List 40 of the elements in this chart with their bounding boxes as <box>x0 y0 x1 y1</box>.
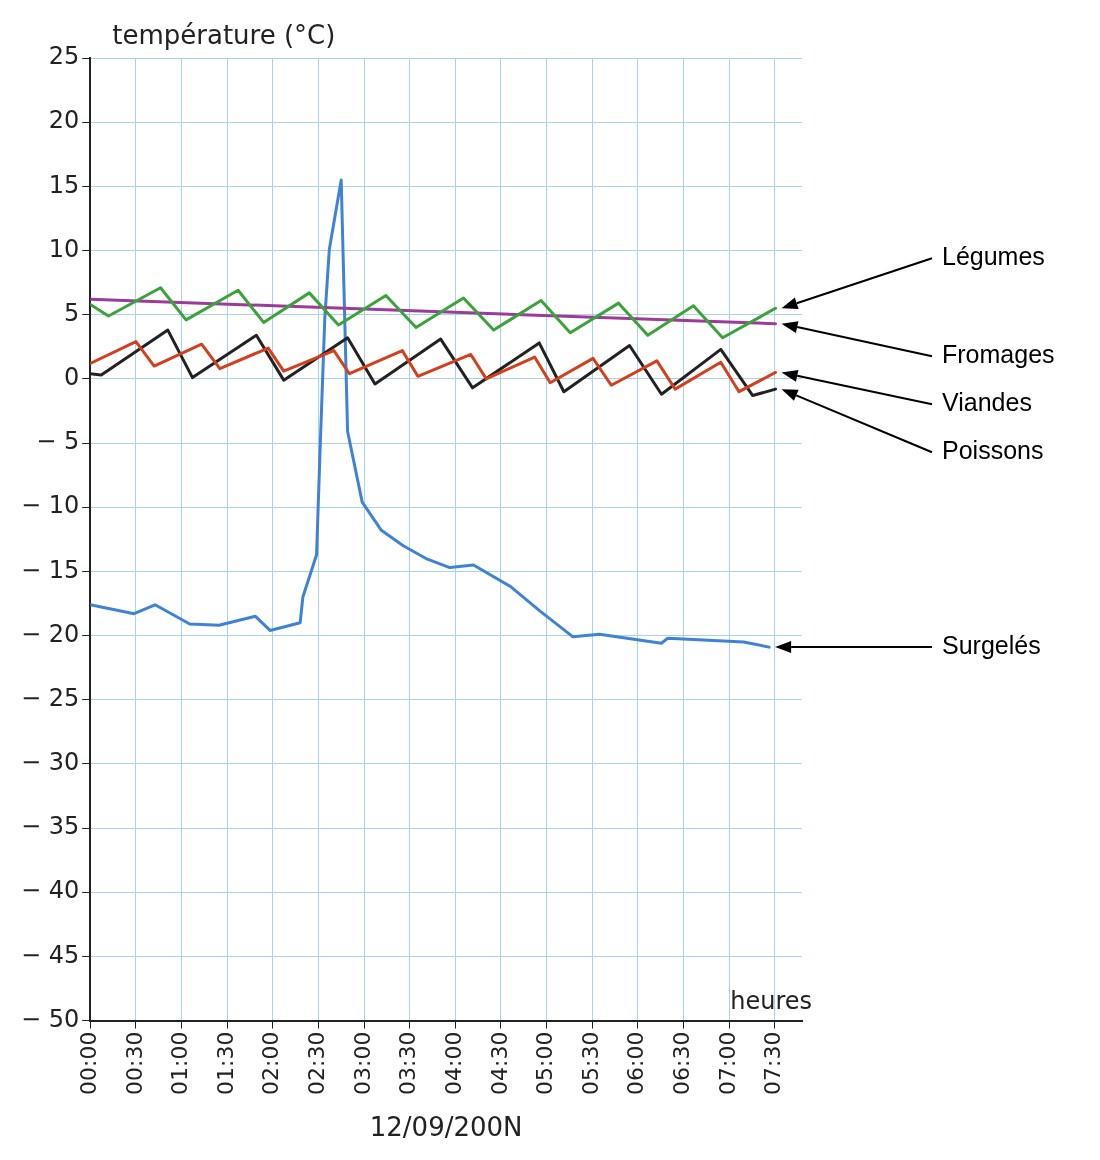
y-tick-label: 10 <box>48 234 80 263</box>
x-axis-title: heures <box>730 986 812 1015</box>
y-tick-label: 5 <box>64 298 80 327</box>
y-tick-label: − 25 <box>21 683 80 712</box>
y-tick-label: − 5 <box>36 427 80 456</box>
y-tick-label: − 40 <box>21 876 80 905</box>
x-tick-label: 07:30 <box>760 1031 786 1096</box>
x-tick-label: 05:00 <box>532 1031 558 1096</box>
y-tick-label: − 20 <box>21 619 80 648</box>
x-tick-label: 07:00 <box>714 1031 740 1096</box>
text: Légumes <box>942 241 1045 270</box>
x-tick-label: 02:00 <box>258 1031 284 1096</box>
y-tick-label: − 50 <box>21 1004 80 1033</box>
x-tick-label: 00:30 <box>121 1031 147 1096</box>
x-tick-label: 05:30 <box>577 1031 603 1096</box>
y-tick-label: − 15 <box>21 555 80 584</box>
x-tick-label: 01:00 <box>167 1031 193 1096</box>
y-tick-label: 25 <box>48 42 80 71</box>
y-axis-title: température (°C) <box>112 19 336 50</box>
x-tick-label: 00:00 <box>76 1031 101 1096</box>
x-tick-label: 04:30 <box>486 1031 512 1096</box>
x-tick-label: 04:00 <box>440 1031 466 1096</box>
x-tick-label: 01:30 <box>212 1031 238 1096</box>
y-tick-label: 0 <box>64 363 80 392</box>
x-tick-label: 03:00 <box>349 1031 375 1096</box>
text: 12/09/200N <box>369 1111 523 1142</box>
x-tick-label: 02:30 <box>304 1031 330 1096</box>
x-tick-label: 06:00 <box>623 1031 649 1096</box>
y-tick-label: 15 <box>48 170 80 199</box>
text: Fromages <box>942 339 1055 368</box>
y-tick-label: − 35 <box>21 812 80 841</box>
y-tick-label: − 10 <box>21 491 80 520</box>
y-tick-label: 20 <box>48 106 80 135</box>
x-tick-label: 03:30 <box>395 1031 421 1096</box>
text: Viandes <box>942 387 1032 416</box>
text: Surgelés <box>942 630 1041 659</box>
y-tick-label: − 30 <box>21 748 80 777</box>
x-tick-label: 06:30 <box>669 1031 695 1096</box>
text: Poissons <box>942 435 1044 464</box>
y-tick-label: − 45 <box>21 940 80 969</box>
